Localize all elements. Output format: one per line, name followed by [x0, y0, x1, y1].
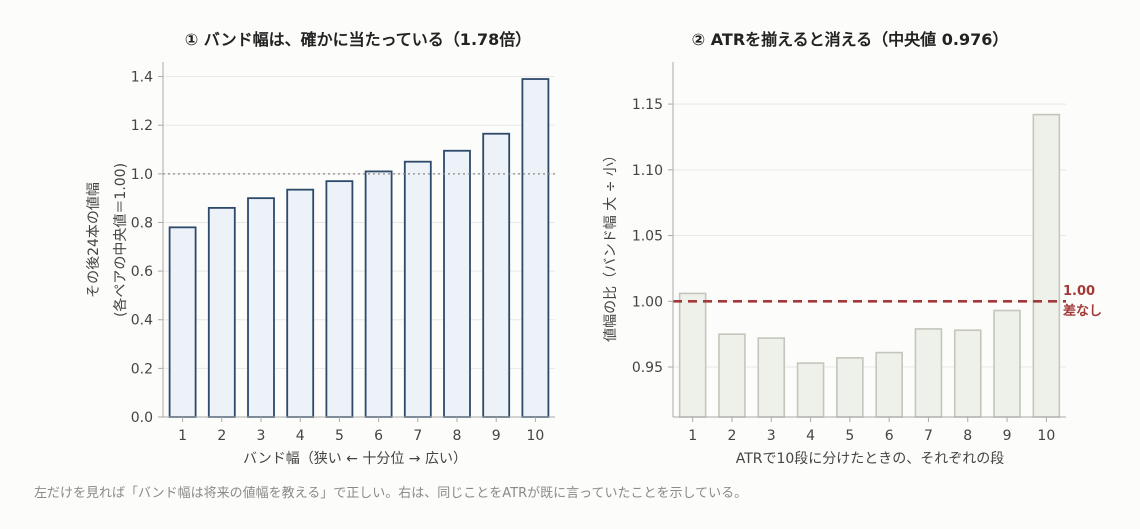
x-tick-label: 8 — [963, 428, 972, 444]
bar-9 — [482, 132, 511, 418]
left-y-label-line1: その後24本の値幅 — [86, 182, 102, 298]
x-tick-label: 1 — [688, 428, 697, 444]
x-tick-label: 6 — [885, 428, 894, 444]
y-tick-label: 0.0 — [131, 410, 153, 426]
y-tick-label: 0.8 — [131, 215, 153, 231]
bar-1 — [678, 292, 707, 418]
bar-8 — [443, 149, 471, 418]
y-tick-label: 1.4 — [131, 70, 153, 86]
y-tick-label: 1.2 — [131, 118, 153, 134]
x-tick-label: 2 — [217, 428, 226, 444]
x-tick-label: 7 — [924, 428, 933, 444]
reference-note-label: 差なし — [1063, 303, 1102, 319]
x-tick-label: 4 — [296, 428, 305, 444]
x-tick-label: 9 — [1003, 428, 1012, 444]
left-x-ticks: 1 2 3 4 5 6 7 8 9 10 — [178, 417, 544, 444]
bar-2 — [718, 333, 746, 418]
x-tick-label: 8 — [453, 428, 462, 444]
x-tick-label: 3 — [767, 428, 776, 444]
bar-5 — [325, 180, 354, 418]
right-bars — [678, 113, 1061, 418]
x-tick-label: 5 — [335, 428, 344, 444]
x-tick-label: 1 — [178, 428, 187, 444]
bar-6 — [364, 170, 393, 418]
footer-note: 左だけを見れば「バンド幅は将来の値幅を教える」で正しい。右は、同じことをATRが… — [34, 486, 748, 501]
y-tick-label: 0.6 — [131, 264, 153, 280]
right-y-ticks: 0.95 1.00 1.05 1.10 1.15 — [632, 97, 673, 376]
y-tick-label: 1.05 — [632, 229, 663, 245]
right-chart-title: ② ATRを揃えると消える（中央値 0.976） — [692, 30, 1009, 49]
bar-4 — [286, 188, 315, 418]
bar-7 — [914, 328, 943, 418]
left-y-label-line2: (各ペアの中央値＝1.00) — [113, 163, 129, 317]
x-tick-label: 3 — [257, 428, 266, 444]
right-chart: ② ATRを揃えると消える（中央値 0.976） 0.95 1.00 1.05 1.1… — [603, 30, 1102, 467]
x-tick-label: 2 — [727, 428, 736, 444]
bar-5 — [836, 357, 864, 418]
bar-1 — [168, 226, 197, 418]
right-x-label: ATRで10段に分けたときの、それぞれの段 — [736, 451, 1005, 467]
y-tick-label: 1.0 — [131, 167, 153, 183]
y-tick-label: 1.15 — [632, 97, 663, 113]
left-chart: ① バンド幅は、確かに当たっている（1.78倍） 0.0 0.2 0.4 0.6 0.8… — [86, 30, 555, 467]
bar-2 — [207, 206, 236, 418]
left-bars — [168, 78, 550, 418]
x-tick-label: 6 — [374, 428, 383, 444]
reference-value-label: 1.00 — [1063, 284, 1095, 299]
bar-10 — [521, 78, 550, 418]
bar-4 — [796, 362, 825, 418]
y-tick-label: 1.10 — [632, 163, 663, 179]
y-tick-label: 0.2 — [131, 361, 153, 377]
x-tick-label: 10 — [1037, 428, 1055, 444]
bar-3 — [247, 197, 275, 418]
x-tick-label: 10 — [526, 428, 544, 444]
bar-3 — [757, 337, 786, 418]
right-x-ticks: 1 2 3 4 5 6 7 8 9 10 — [688, 417, 1055, 444]
x-tick-label: 4 — [806, 428, 815, 444]
x-tick-label: 5 — [845, 428, 854, 444]
bar-8 — [953, 329, 982, 418]
bar-7 — [403, 160, 432, 418]
bar-9 — [993, 309, 1021, 418]
left-x-label: バンド幅（狭い ← 十分位 → 広い） — [243, 451, 467, 467]
left-chart-title: ① バンド幅は、確かに当たっている（1.78倍） — [185, 30, 532, 49]
bar-10 — [1032, 113, 1061, 418]
y-tick-label: 1.00 — [632, 294, 663, 310]
x-tick-label: 9 — [492, 428, 501, 444]
y-tick-label: 0.4 — [131, 313, 153, 329]
right-y-label: 値幅の比（バンド幅 大 ÷ 小） — [603, 148, 619, 342]
bar-6 — [875, 351, 903, 418]
left-y-ticks: 0.0 0.2 0.4 0.6 0.8 1.0 1.2 1.4 — [131, 70, 163, 426]
x-tick-label: 7 — [413, 428, 422, 444]
y-tick-label: 0.95 — [632, 360, 663, 376]
